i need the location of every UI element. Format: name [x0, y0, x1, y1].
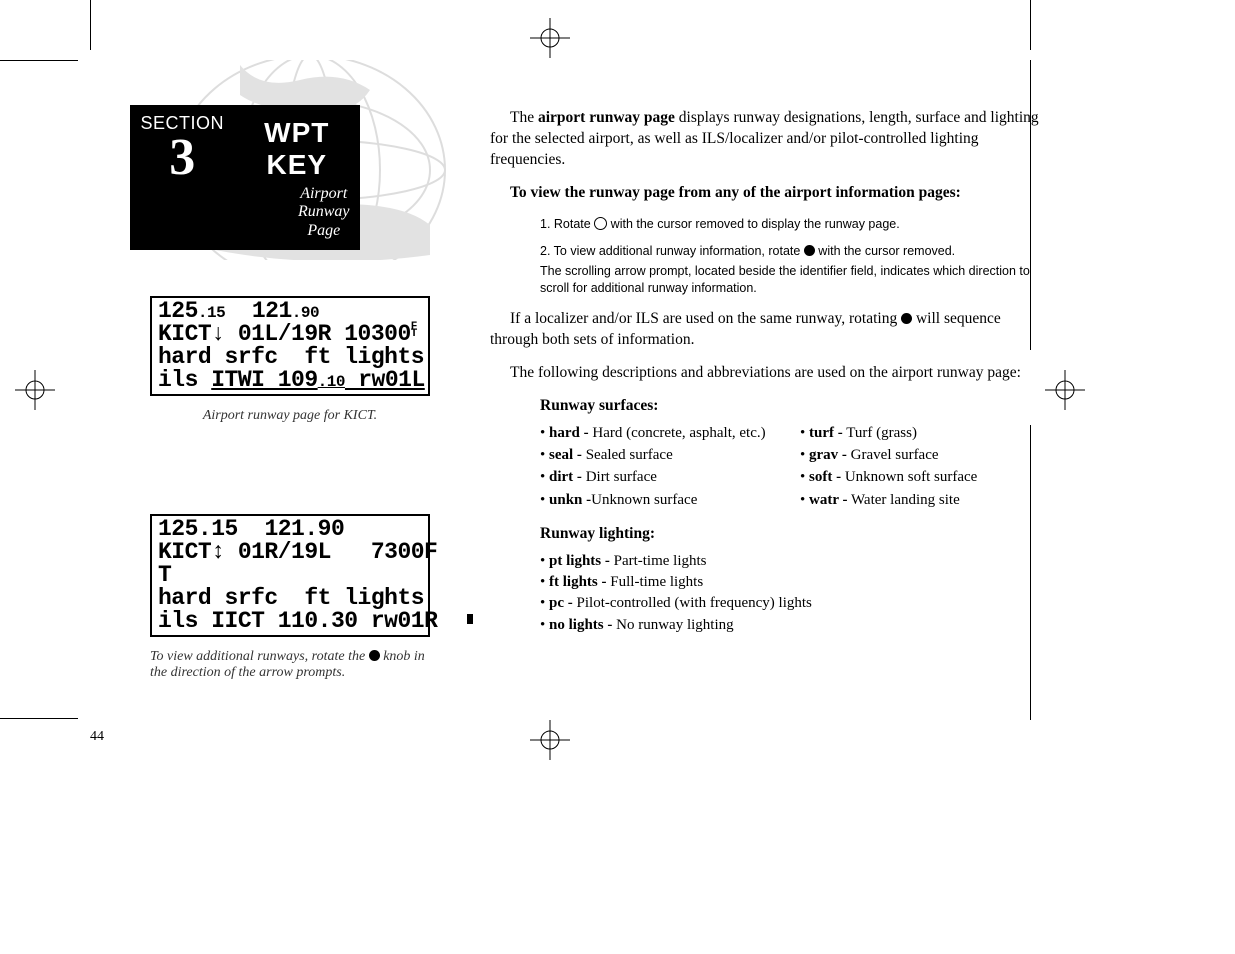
light-item: • pt lights - Part-time lights	[540, 551, 1050, 571]
step2-b: with the cursor removed.	[815, 244, 955, 258]
surf-t: turf -	[809, 425, 843, 441]
light-t: pc -	[549, 595, 573, 611]
light-d: No runway lighting	[612, 617, 733, 633]
lcd2-l4a: ils IICT 110	[158, 608, 318, 634]
light-item: • ft lights - Full-time lights	[540, 572, 1050, 592]
caption-2: To view additional runways, rotate the k…	[150, 649, 440, 681]
caption-1: Airport runway page for KICT.	[150, 408, 430, 424]
surf-t: grav -	[809, 447, 847, 463]
surf-t: hard -	[549, 425, 589, 441]
lcd2-l4c: rw01R	[358, 608, 438, 634]
crop-bot-left-h	[0, 718, 78, 719]
light-item: • pc - Pilot-controlled (with frequency)…	[540, 593, 1050, 613]
light-t: no lights -	[549, 617, 612, 633]
light-d: Full-time lights	[607, 574, 704, 590]
crop-top-right-v	[1030, 0, 1031, 50]
subtitle-line1: Airport	[300, 185, 347, 202]
surf-item: • seal - Sealed surface	[540, 445, 790, 465]
lcd1-l1b: .15	[198, 304, 225, 322]
intro-paragraph: The airport runway page displays runway …	[490, 108, 1050, 171]
surf-t: soft -	[809, 469, 841, 485]
lcd2-wrap: 125.15 121.90 KICT↕ 01R/19L 7300FT hard …	[110, 514, 430, 681]
surf-d: Unknown surface	[591, 492, 697, 508]
outer-knob-icon	[594, 217, 607, 230]
lcd-display-2: 125.15 121.90 KICT↕ 01R/19L 7300FT hard …	[150, 514, 430, 637]
crop-top-left-h	[0, 60, 78, 61]
right-column: The airport runway page displays runway …	[490, 108, 1050, 636]
surf-item: • turf - Turf (grass)	[800, 423, 1050, 443]
page-content: SECTION 3 WPT KEY Airport Runway Page 12…	[90, 60, 1150, 770]
step2-sub: The scrolling arrow prompt, located besi…	[540, 263, 1050, 297]
lcd1-l1d: .90	[292, 304, 319, 322]
registration-left	[15, 370, 55, 410]
crop-top-left-v	[90, 0, 91, 50]
lcd1-l4b: ITWI 109	[211, 367, 317, 393]
subtitle-line2: Runway Page	[298, 203, 350, 238]
p1-a: The	[510, 109, 538, 126]
surfaces-list: • hard - Hard (concrete, asphalt, etc.) …	[540, 423, 1050, 510]
surf-t: unkn -	[549, 492, 591, 508]
surf-d: Water landing site	[847, 492, 959, 508]
step1-b: with the cursor removed to display the r…	[607, 217, 900, 231]
surf-item: • soft - Unknown soft surface	[800, 467, 1050, 487]
wpt-key-title: WPT KEY	[244, 117, 350, 181]
surf-item: • grav - Gravel surface	[800, 445, 1050, 465]
surf-d: Gravel surface	[847, 447, 939, 463]
light-d: Part-time lights	[610, 553, 707, 569]
lcd1-l4d: rw01L	[345, 367, 425, 393]
surf-d: Sealed surface	[582, 447, 673, 463]
lcd2-l4b: .30	[318, 608, 358, 634]
lcd1-ft-unit: FT	[411, 324, 417, 337]
step-2: 2. To view additional runway information…	[540, 243, 1050, 298]
surf-item: • dirt - Dirt surface	[540, 467, 790, 487]
light-t: pt lights -	[549, 553, 610, 569]
inner-knob-icon	[369, 650, 380, 661]
lcd1-l4c: .10	[318, 373, 345, 391]
steps: 1. Rotate with the cursor removed to dis…	[540, 216, 1050, 298]
surf-d: Hard (concrete, asphalt, etc.)	[589, 425, 766, 441]
procedure-heading: To view the runway page from any of the …	[510, 183, 1050, 204]
light-item: • no lights - No runway lighting	[540, 615, 1050, 635]
lighting-heading: Runway lighting:	[540, 524, 1050, 545]
inner-knob-icon	[901, 313, 912, 324]
lcd-display-1: 125.15 121.90 KICT↓ 01L/19R 10300FT hard…	[150, 296, 430, 396]
surf-item: • hard - Hard (concrete, asphalt, etc.)	[540, 423, 790, 443]
light-d: Pilot-controlled (with frequency) lights	[573, 595, 812, 611]
surf-item: • unkn -Unknown surface	[540, 490, 790, 510]
caption2-a: To view additional runways, rotate the	[150, 649, 369, 664]
step2-a: 2. To view additional runway information…	[540, 244, 804, 258]
surf-t: dirt -	[549, 469, 582, 485]
surf-d: Dirt surface	[582, 469, 657, 485]
p1-bold: airport runway page	[538, 109, 675, 126]
surf-d: Unknown soft surface	[841, 469, 977, 485]
surf-item: • watr - Water landing site	[800, 490, 1050, 510]
left-column: SECTION 3 WPT KEY Airport Runway Page 12…	[110, 60, 430, 681]
localizer-paragraph: If a localizer and/or ILS are used on th…	[490, 309, 1050, 351]
lcd1-l4a: ils	[158, 367, 211, 393]
registration-top	[530, 18, 570, 58]
p2-a: If a localizer and/or ILS are used on th…	[510, 310, 901, 327]
inner-knob-icon	[804, 245, 815, 256]
light-t: ft lights -	[549, 574, 607, 590]
surf-t: seal -	[549, 447, 582, 463]
lighting-list: • pt lights - Part-time lights • ft ligh…	[540, 551, 1050, 635]
surf-d: Turf (grass)	[843, 425, 917, 441]
section-header: SECTION 3 WPT KEY Airport Runway Page	[130, 105, 360, 250]
descriptions-intro: The following descriptions and abbreviat…	[490, 363, 1050, 384]
step1-a: 1. Rotate	[540, 217, 594, 231]
page-number: 44	[90, 729, 104, 745]
lcd2-l2: KICT↕ 01R/19L 7300	[158, 539, 424, 565]
surf-t: watr -	[809, 492, 847, 508]
section-number: 3	[140, 136, 224, 180]
surfaces-heading: Runway surfaces:	[540, 396, 1050, 417]
step-1: 1. Rotate with the cursor removed to dis…	[540, 216, 1050, 233]
